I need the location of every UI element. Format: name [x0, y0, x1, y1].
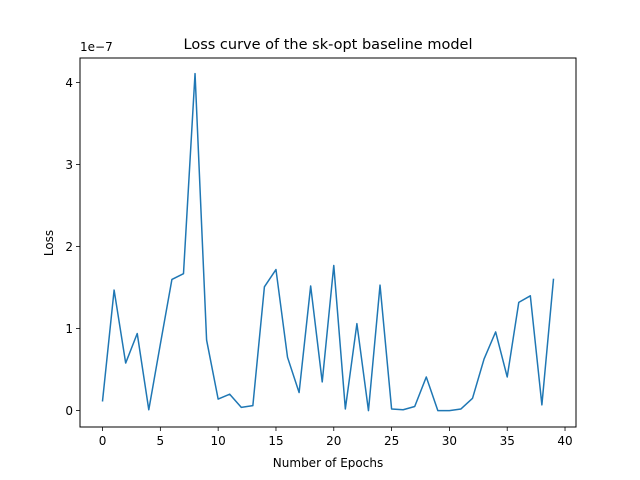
x-tick-label: 5	[157, 434, 165, 448]
x-tick-label: 0	[99, 434, 107, 448]
x-axis-label: Number of Epochs	[273, 456, 383, 470]
x-tick-label: 10	[211, 434, 226, 448]
y-tick-label: 4	[65, 76, 73, 90]
y-axis-ticks: 0 1 2 3 4	[65, 76, 80, 418]
chart-title: Loss curve of the sk-opt baseline model	[184, 37, 473, 53]
y-axis-offset-label: 1e−7	[80, 40, 113, 54]
x-tick-label: 25	[384, 434, 399, 448]
x-tick-label: 20	[326, 434, 341, 448]
x-tick-label: 15	[268, 434, 283, 448]
x-tick-label: 35	[500, 434, 515, 448]
y-tick-label: 0	[65, 404, 73, 418]
y-tick-label: 1	[65, 322, 73, 336]
loss-series-line	[101, 72, 555, 412]
y-axis-label: Loss	[42, 230, 56, 256]
y-tick-label: 2	[65, 240, 73, 254]
y-tick-label: 3	[65, 158, 73, 172]
x-tick-label: 30	[442, 434, 457, 448]
x-axis-ticks: 0 5 10 15 20 25 30 35 40	[99, 427, 573, 448]
axes-frame	[79, 57, 577, 428]
plot-layer	[101, 72, 555, 412]
x-tick-label: 40	[557, 434, 572, 448]
